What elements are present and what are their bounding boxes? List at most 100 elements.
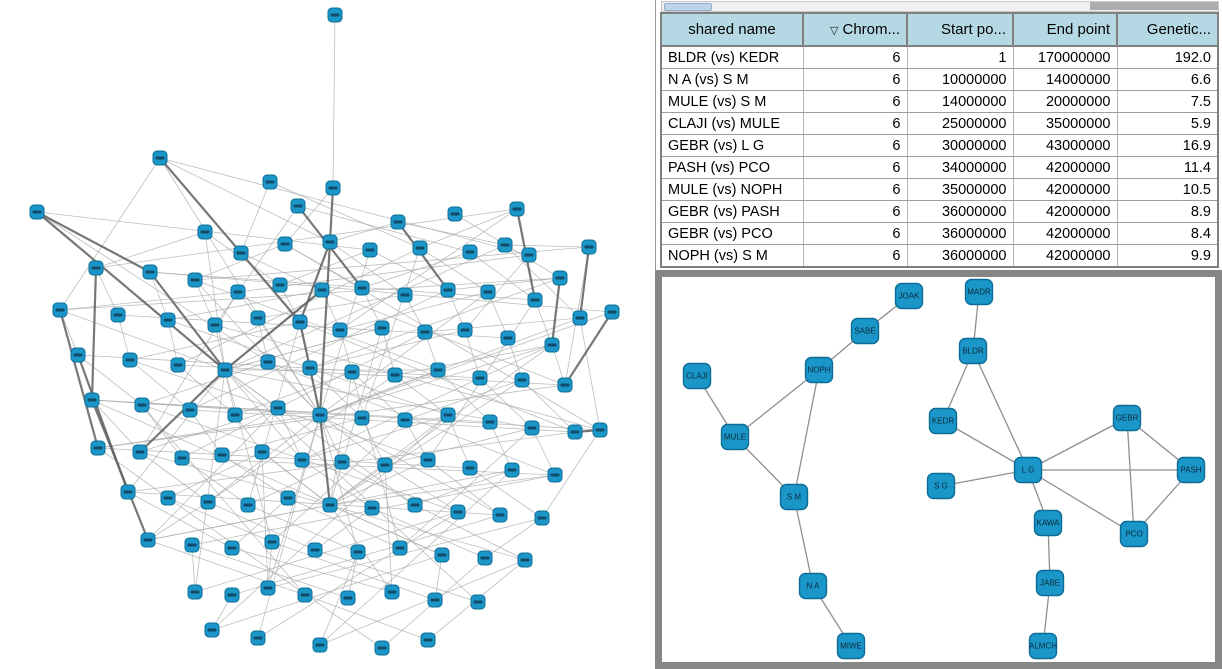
network-edge[interactable] — [329, 344, 553, 506]
network-edge[interactable] — [319, 311, 613, 416]
subnetwork-node-madr[interactable]: MADR — [964, 278, 994, 306]
network-edge[interactable] — [194, 279, 216, 326]
table-row[interactable]: NOPH (vs) S M 6 36000000 42000000 9.9 — [661, 244, 1218, 268]
network-edge-thick[interactable] — [318, 241, 332, 416]
network-edge[interactable] — [414, 504, 526, 561]
subnetwork-node-box[interactable] — [958, 337, 988, 365]
network-edge[interactable] — [181, 457, 249, 506]
network-edge[interactable] — [167, 497, 273, 543]
network-edge-thick[interactable] — [90, 267, 98, 401]
network-edge[interactable] — [399, 427, 533, 549]
network-edge[interactable] — [224, 244, 506, 371]
network-edge[interactable] — [284, 187, 334, 245]
network-edge[interactable] — [469, 251, 536, 301]
network-edge[interactable] — [257, 414, 321, 639]
network-edge[interactable] — [91, 399, 491, 423]
network-edge[interactable] — [319, 344, 553, 416]
subnetwork-node-box[interactable] — [720, 423, 750, 451]
subnetwork-node-box[interactable] — [1033, 509, 1063, 537]
network-edge[interactable] — [77, 354, 143, 406]
network-edge[interactable] — [139, 407, 279, 453]
subnetwork-node-box[interactable] — [1119, 520, 1149, 548]
subnetwork-node-miwe[interactable]: MIWE — [836, 632, 866, 660]
network-edge[interactable] — [329, 474, 556, 506]
subnetwork-edge[interactable] — [940, 469, 1029, 487]
subnetwork-node-l-g[interactable]: L G — [1013, 456, 1043, 484]
subnetwork-node-box[interactable] — [1176, 456, 1206, 484]
subnetwork-node-box[interactable] — [894, 282, 924, 310]
network-edge-thick[interactable] — [90, 399, 150, 541]
network-edge[interactable] — [167, 451, 263, 499]
network-edge[interactable] — [194, 243, 286, 281]
network-edge[interactable] — [319, 559, 526, 646]
subnetwork-node-kedr[interactable]: KEDR — [928, 407, 958, 435]
subnetwork-edge[interactable] — [793, 496, 814, 587]
network-edge-thick[interactable] — [397, 221, 449, 291]
network-edge[interactable] — [314, 549, 479, 603]
network-edge[interactable] — [91, 399, 331, 506]
network-edge[interactable] — [211, 414, 449, 631]
subnetwork-node-box[interactable] — [964, 278, 994, 306]
network-edge[interactable] — [139, 451, 209, 503]
subnetwork-node-box[interactable] — [1028, 632, 1058, 660]
network-edge[interactable] — [247, 504, 359, 553]
network-edge[interactable] — [319, 414, 359, 553]
network-edge[interactable] — [361, 247, 421, 419]
network-edge[interactable] — [95, 208, 518, 269]
network-edge[interactable] — [329, 371, 353, 506]
network-edge-thick[interactable] — [298, 241, 332, 323]
network-edge[interactable] — [147, 504, 331, 541]
subnetwork-node-box[interactable] — [1035, 569, 1065, 597]
network-edge[interactable] — [504, 244, 590, 248]
network-edge[interactable] — [231, 547, 393, 593]
subnetwork-node-box[interactable] — [682, 362, 712, 390]
subnetwork-node-box[interactable] — [804, 356, 834, 384]
network-edge[interactable] — [309, 277, 561, 369]
network-edge[interactable] — [301, 459, 373, 509]
scrollbar-thumb[interactable] — [664, 3, 712, 11]
column-header-shared-name[interactable]: shared name — [661, 13, 803, 47]
network-edge[interactable] — [189, 289, 449, 411]
network-edge[interactable] — [159, 157, 331, 243]
network-edge[interactable] — [321, 289, 566, 386]
network-edge[interactable] — [224, 327, 383, 371]
network-edge[interactable] — [361, 251, 471, 289]
subnetwork-node-box[interactable] — [1112, 404, 1142, 432]
network-edge[interactable] — [224, 369, 273, 543]
column-header-start-po-[interactable]: Start po... — [906, 13, 1013, 47]
network-edge[interactable] — [224, 369, 533, 429]
network-edge[interactable] — [224, 369, 416, 506]
network-edge[interactable] — [397, 221, 506, 246]
subnetwork-node-box[interactable] — [836, 632, 866, 660]
network-edge[interactable] — [194, 369, 226, 593]
network-edge[interactable] — [351, 371, 401, 549]
network-edge[interactable] — [191, 544, 196, 593]
subnetwork-node-s-m[interactable]: S M — [779, 483, 809, 511]
network-edge[interactable] — [579, 317, 601, 431]
subnetwork-node-pash[interactable]: PASH — [1176, 456, 1206, 484]
network-edge[interactable] — [341, 461, 416, 506]
network-edge[interactable] — [149, 271, 536, 301]
table-row[interactable]: CLAJI (vs) MULE 6 25000000 35000000 5.9 — [661, 112, 1218, 135]
network-edge[interactable] — [339, 291, 489, 331]
network-edge[interactable] — [384, 464, 393, 593]
subnetwork-edge[interactable] — [1027, 417, 1128, 471]
main-network-canvas[interactable] — [0, 0, 655, 669]
subnetwork-canvas[interactable]: JOAK MADR SABE NOPH BLDR CLAJI MULE KEDR GEBR L G… — [662, 277, 1215, 662]
network-edge[interactable] — [484, 517, 543, 559]
network-edge[interactable] — [214, 324, 601, 431]
subnetwork-node-box[interactable] — [850, 317, 880, 345]
subnetwork-node-box[interactable] — [1013, 456, 1043, 484]
network-edge[interactable] — [404, 379, 523, 421]
network-edge[interactable] — [167, 289, 323, 321]
network-edge[interactable] — [261, 451, 331, 506]
network-edge-thick[interactable] — [149, 271, 226, 371]
subnetwork-node-box[interactable] — [798, 572, 828, 600]
network-edge[interactable] — [211, 554, 443, 631]
network-edge[interactable] — [240, 181, 271, 254]
subnetwork-node-box[interactable] — [928, 407, 958, 435]
column-header-chrom-[interactable]: ▽ Chrom... — [802, 13, 907, 47]
network-edge[interactable] — [149, 271, 169, 321]
network-edge[interactable] — [147, 501, 209, 541]
network-edge[interactable] — [257, 547, 401, 639]
